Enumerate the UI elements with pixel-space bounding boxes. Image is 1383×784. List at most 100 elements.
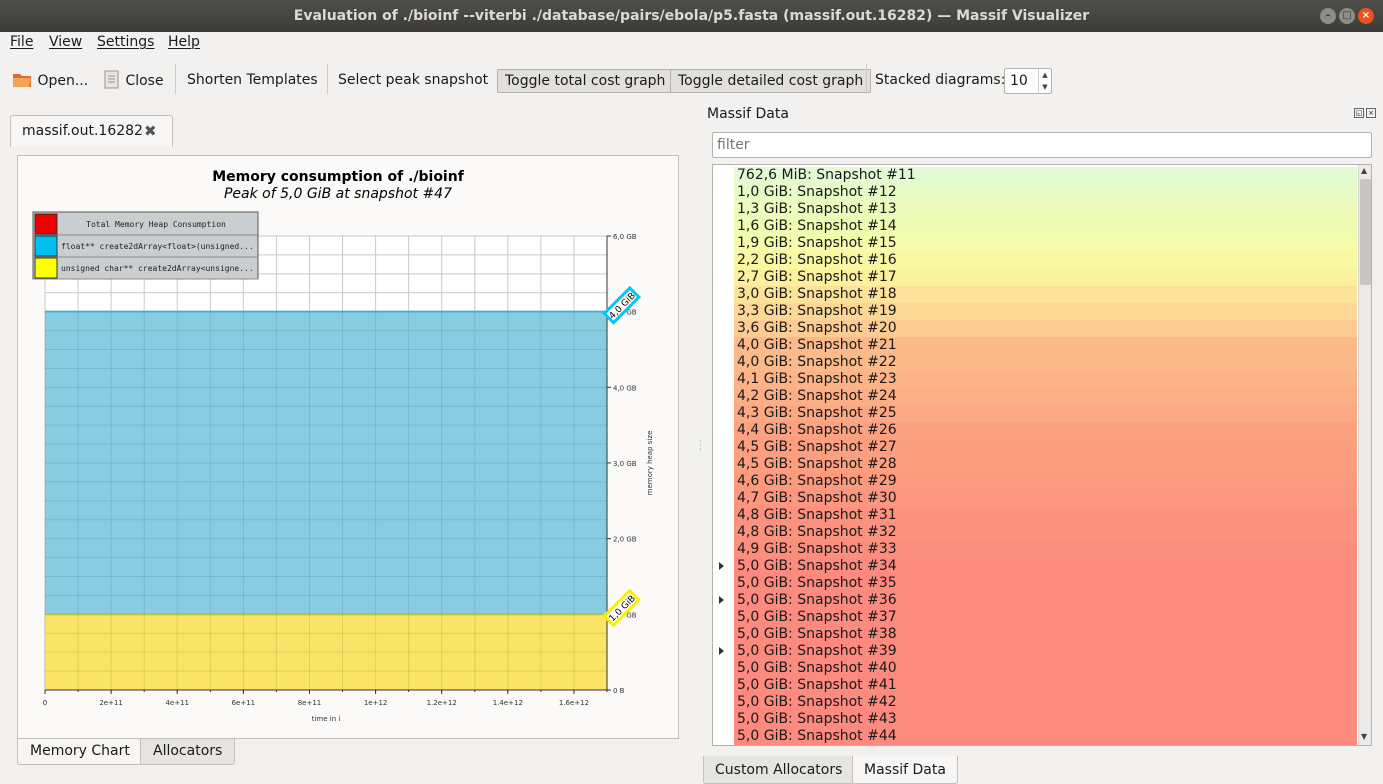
- vertical-scrollbar[interactable]: ▲ ▼: [1358, 165, 1371, 745]
- menu-file[interactable]: File: [10, 34, 34, 50]
- spin-arrows[interactable]: ▲ ▼: [1038, 69, 1051, 93]
- tab-custom-allocators[interactable]: Custom Allocators: [703, 756, 855, 784]
- spin-down-icon[interactable]: ▼: [1042, 83, 1048, 91]
- snapshot-row[interactable]: 3,0 GiB: Snapshot #18: [734, 286, 1357, 303]
- toggle-detailed-cost-button[interactable]: Toggle detailed cost graph: [670, 69, 872, 93]
- legend-swatch: [34, 235, 58, 257]
- snapshot-row[interactable]: 4,8 GiB: Snapshot #32: [734, 524, 1357, 541]
- toggle-total-cost-button[interactable]: Toggle total cost graph: [497, 69, 674, 93]
- y-tick-label: 6,0 GB: [613, 233, 637, 241]
- legend-box: [32, 211, 259, 280]
- window-titlebar[interactable]: Evaluation of ./bioinf --viterbi ./datab…: [0, 0, 1383, 32]
- x-tick-label: 2e+11: [99, 699, 123, 707]
- snapshot-row[interactable]: 1,3 GiB: Snapshot #13: [734, 201, 1357, 218]
- x-tick-label: 1.6e+12: [559, 699, 589, 707]
- tab-memory-chart[interactable]: Memory Chart: [17, 739, 143, 765]
- peak-annotation-1: 4,0 GiB: [602, 285, 642, 325]
- tab-massif-file[interactable]: massif.out.16282 ✖: [10, 115, 173, 147]
- snapshot-row[interactable]: 4,3 GiB: Snapshot #25: [734, 405, 1357, 422]
- minimize-icon[interactable]: –: [1320, 8, 1336, 24]
- open-button[interactable]: Open...: [4, 69, 95, 93]
- expand-arrow-icon[interactable]: [719, 647, 724, 655]
- scroll-up-icon[interactable]: ▲: [1361, 166, 1368, 175]
- scroll-down-icon[interactable]: ▼: [1361, 732, 1368, 741]
- tab-allocators-label: Allocators: [153, 743, 223, 759]
- splitter-handle[interactable]: · · ·: [699, 437, 702, 455]
- peak-annotation-box: [602, 588, 642, 628]
- x-tick-label: 1.2e+12: [427, 699, 457, 707]
- stacked-diagrams-value: 10: [1010, 73, 1028, 89]
- filter-input[interactable]: [712, 132, 1372, 158]
- memory-chart[interactable]: Memory consumption of ./bioinf Peak of 5,…: [17, 155, 679, 739]
- y-tick-label: 4,0 GB: [613, 384, 637, 392]
- x-tick-label: 1e+12: [364, 699, 388, 707]
- snapshot-row[interactable]: 2,2 GiB: Snapshot #16: [734, 252, 1357, 269]
- peak-annotation-0: 1,0 GiB: [602, 588, 642, 628]
- snapshot-row[interactable]: 5,0 GiB: Snapshot #40: [734, 660, 1357, 677]
- snapshot-row[interactable]: 1,9 GiB: Snapshot #15: [734, 235, 1357, 252]
- legend-swatch: [34, 213, 58, 235]
- snapshot-list[interactable]: 762,6 MiB: Snapshot #11 1,0 GiB: Snapshot…: [712, 164, 1372, 746]
- expand-arrow-icon[interactable]: [719, 596, 724, 604]
- toolbar: Open... Close Shorten Templates Select p…: [0, 56, 1383, 102]
- snapshot-row[interactable]: 4,0 GiB: Snapshot #22: [734, 354, 1357, 371]
- snapshot-row[interactable]: 5,0 GiB: Snapshot #34: [734, 558, 1357, 575]
- close-button[interactable]: Close: [94, 69, 171, 93]
- snapshot-row[interactable]: 5,0 GiB: Snapshot #36: [734, 592, 1357, 609]
- folder-open-icon: [13, 74, 31, 87]
- snapshot-row[interactable]: 1,6 GiB: Snapshot #14: [734, 218, 1357, 235]
- snapshot-row[interactable]: 4,8 GiB: Snapshot #31: [734, 507, 1357, 524]
- snapshot-row[interactable]: 3,6 GiB: Snapshot #20: [734, 320, 1357, 337]
- stacked-diagrams-label: Stacked diagrams:: [875, 72, 1006, 88]
- close-window-icon[interactable]: ×: [1358, 8, 1374, 24]
- snapshot-row[interactable]: 5,0 GiB: Snapshot #43: [734, 711, 1357, 728]
- scrollbar-thumb[interactable]: [1360, 179, 1371, 285]
- area-series-1: [45, 311, 607, 615]
- menu-help[interactable]: Help: [168, 34, 200, 50]
- snapshot-row[interactable]: 5,0 GiB: Snapshot #35: [734, 575, 1357, 592]
- legend-entry: unsigned char** create2dArray<unsigne...: [61, 264, 254, 273]
- stacked-diagrams-spinbox[interactable]: 10 ▲ ▼: [1004, 68, 1052, 94]
- legend-entry: float** create2dArray<float>(unsigned...: [61, 242, 254, 251]
- spin-up-icon[interactable]: ▲: [1042, 71, 1048, 79]
- snapshot-row[interactable]: 5,0 GiB: Snapshot #44: [734, 728, 1357, 745]
- snapshot-row[interactable]: 5,0 GiB: Snapshot #41: [734, 677, 1357, 694]
- snapshot-row[interactable]: 4,5 GiB: Snapshot #28: [734, 456, 1357, 473]
- x-tick-label: 0: [43, 699, 47, 707]
- snapshot-row[interactable]: 5,0 GiB: Snapshot #39: [734, 643, 1357, 660]
- snapshot-row[interactable]: 5,0 GiB: Snapshot #38: [734, 626, 1357, 643]
- toolbar-separator: [866, 64, 867, 94]
- y-tick-label: 0 B: [613, 687, 625, 695]
- y-tick-label: 3,0 GB: [613, 460, 637, 468]
- shorten-templates-button[interactable]: Shorten Templates: [187, 72, 318, 88]
- close-tab-icon[interactable]: ✖: [144, 122, 157, 140]
- snapshot-row[interactable]: 5,0 GiB: Snapshot #37: [734, 609, 1357, 626]
- snapshot-row[interactable]: 1,0 GiB: Snapshot #12: [734, 184, 1357, 201]
- tab-allocators[interactable]: Allocators: [140, 739, 236, 765]
- snapshot-row[interactable]: 2,7 GiB: Snapshot #17: [734, 269, 1357, 286]
- snapshot-row[interactable]: 762,6 MiB: Snapshot #11: [734, 167, 1357, 184]
- menu-settings[interactable]: Settings: [97, 34, 155, 50]
- snapshot-row[interactable]: 4,1 GiB: Snapshot #23: [734, 371, 1357, 388]
- x-axis-label: time in i: [312, 715, 341, 723]
- tab-custom-allocators-label: Custom Allocators: [715, 762, 843, 778]
- snapshot-row[interactable]: 4,9 GiB: Snapshot #33: [734, 541, 1357, 558]
- y-axis-label: memory heap size: [646, 431, 654, 496]
- snapshot-row[interactable]: 3,3 GiB: Snapshot #19: [734, 303, 1357, 320]
- select-peak-snapshot-button[interactable]: Select peak snapshot: [338, 72, 489, 88]
- snapshot-row[interactable]: 4,7 GiB: Snapshot #30: [734, 490, 1357, 507]
- menu-view[interactable]: View: [49, 34, 83, 50]
- dock-float-icon[interactable]: ◱: [1354, 108, 1364, 118]
- snapshot-row[interactable]: 4,4 GiB: Snapshot #26: [734, 422, 1357, 439]
- x-tick-label: 8e+11: [298, 699, 322, 707]
- tab-massif-data[interactable]: Massif Data: [852, 756, 958, 784]
- dock-close-icon[interactable]: ×: [1366, 108, 1376, 118]
- snapshot-row[interactable]: 4,0 GiB: Snapshot #21: [734, 337, 1357, 354]
- snapshot-row[interactable]: 4,6 GiB: Snapshot #29: [734, 473, 1357, 490]
- maximize-icon[interactable]: □: [1339, 8, 1355, 24]
- snapshot-row[interactable]: 5,0 GiB: Snapshot #42: [734, 694, 1357, 711]
- expand-arrow-icon[interactable]: [719, 562, 724, 570]
- snapshot-row[interactable]: 4,5 GiB: Snapshot #27: [734, 439, 1357, 456]
- snapshot-row[interactable]: 4,2 GiB: Snapshot #24: [734, 388, 1357, 405]
